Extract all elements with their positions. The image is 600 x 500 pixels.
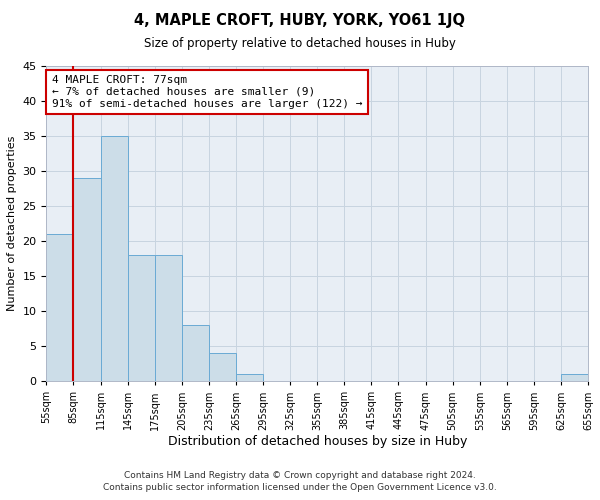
Text: Size of property relative to detached houses in Huby: Size of property relative to detached ho…	[144, 38, 456, 51]
Bar	[236, 374, 263, 381]
Bar	[46, 234, 73, 381]
Bar	[155, 255, 182, 381]
Text: 4, MAPLE CROFT, HUBY, YORK, YO61 1JQ: 4, MAPLE CROFT, HUBY, YORK, YO61 1JQ	[134, 12, 466, 28]
Bar	[209, 353, 236, 381]
X-axis label: Distribution of detached houses by size in Huby: Distribution of detached houses by size …	[167, 435, 467, 448]
Bar	[101, 136, 128, 381]
Text: Contains public sector information licensed under the Open Government Licence v3: Contains public sector information licen…	[103, 484, 497, 492]
Bar	[182, 325, 209, 381]
Bar	[128, 255, 155, 381]
Y-axis label: Number of detached properties: Number of detached properties	[7, 136, 17, 311]
Bar	[561, 374, 588, 381]
Bar	[73, 178, 101, 381]
Text: Contains HM Land Registry data © Crown copyright and database right 2024.: Contains HM Land Registry data © Crown c…	[124, 471, 476, 480]
Text: 4 MAPLE CROFT: 77sqm
← 7% of detached houses are smaller (9)
91% of semi-detache: 4 MAPLE CROFT: 77sqm ← 7% of detached ho…	[52, 76, 362, 108]
